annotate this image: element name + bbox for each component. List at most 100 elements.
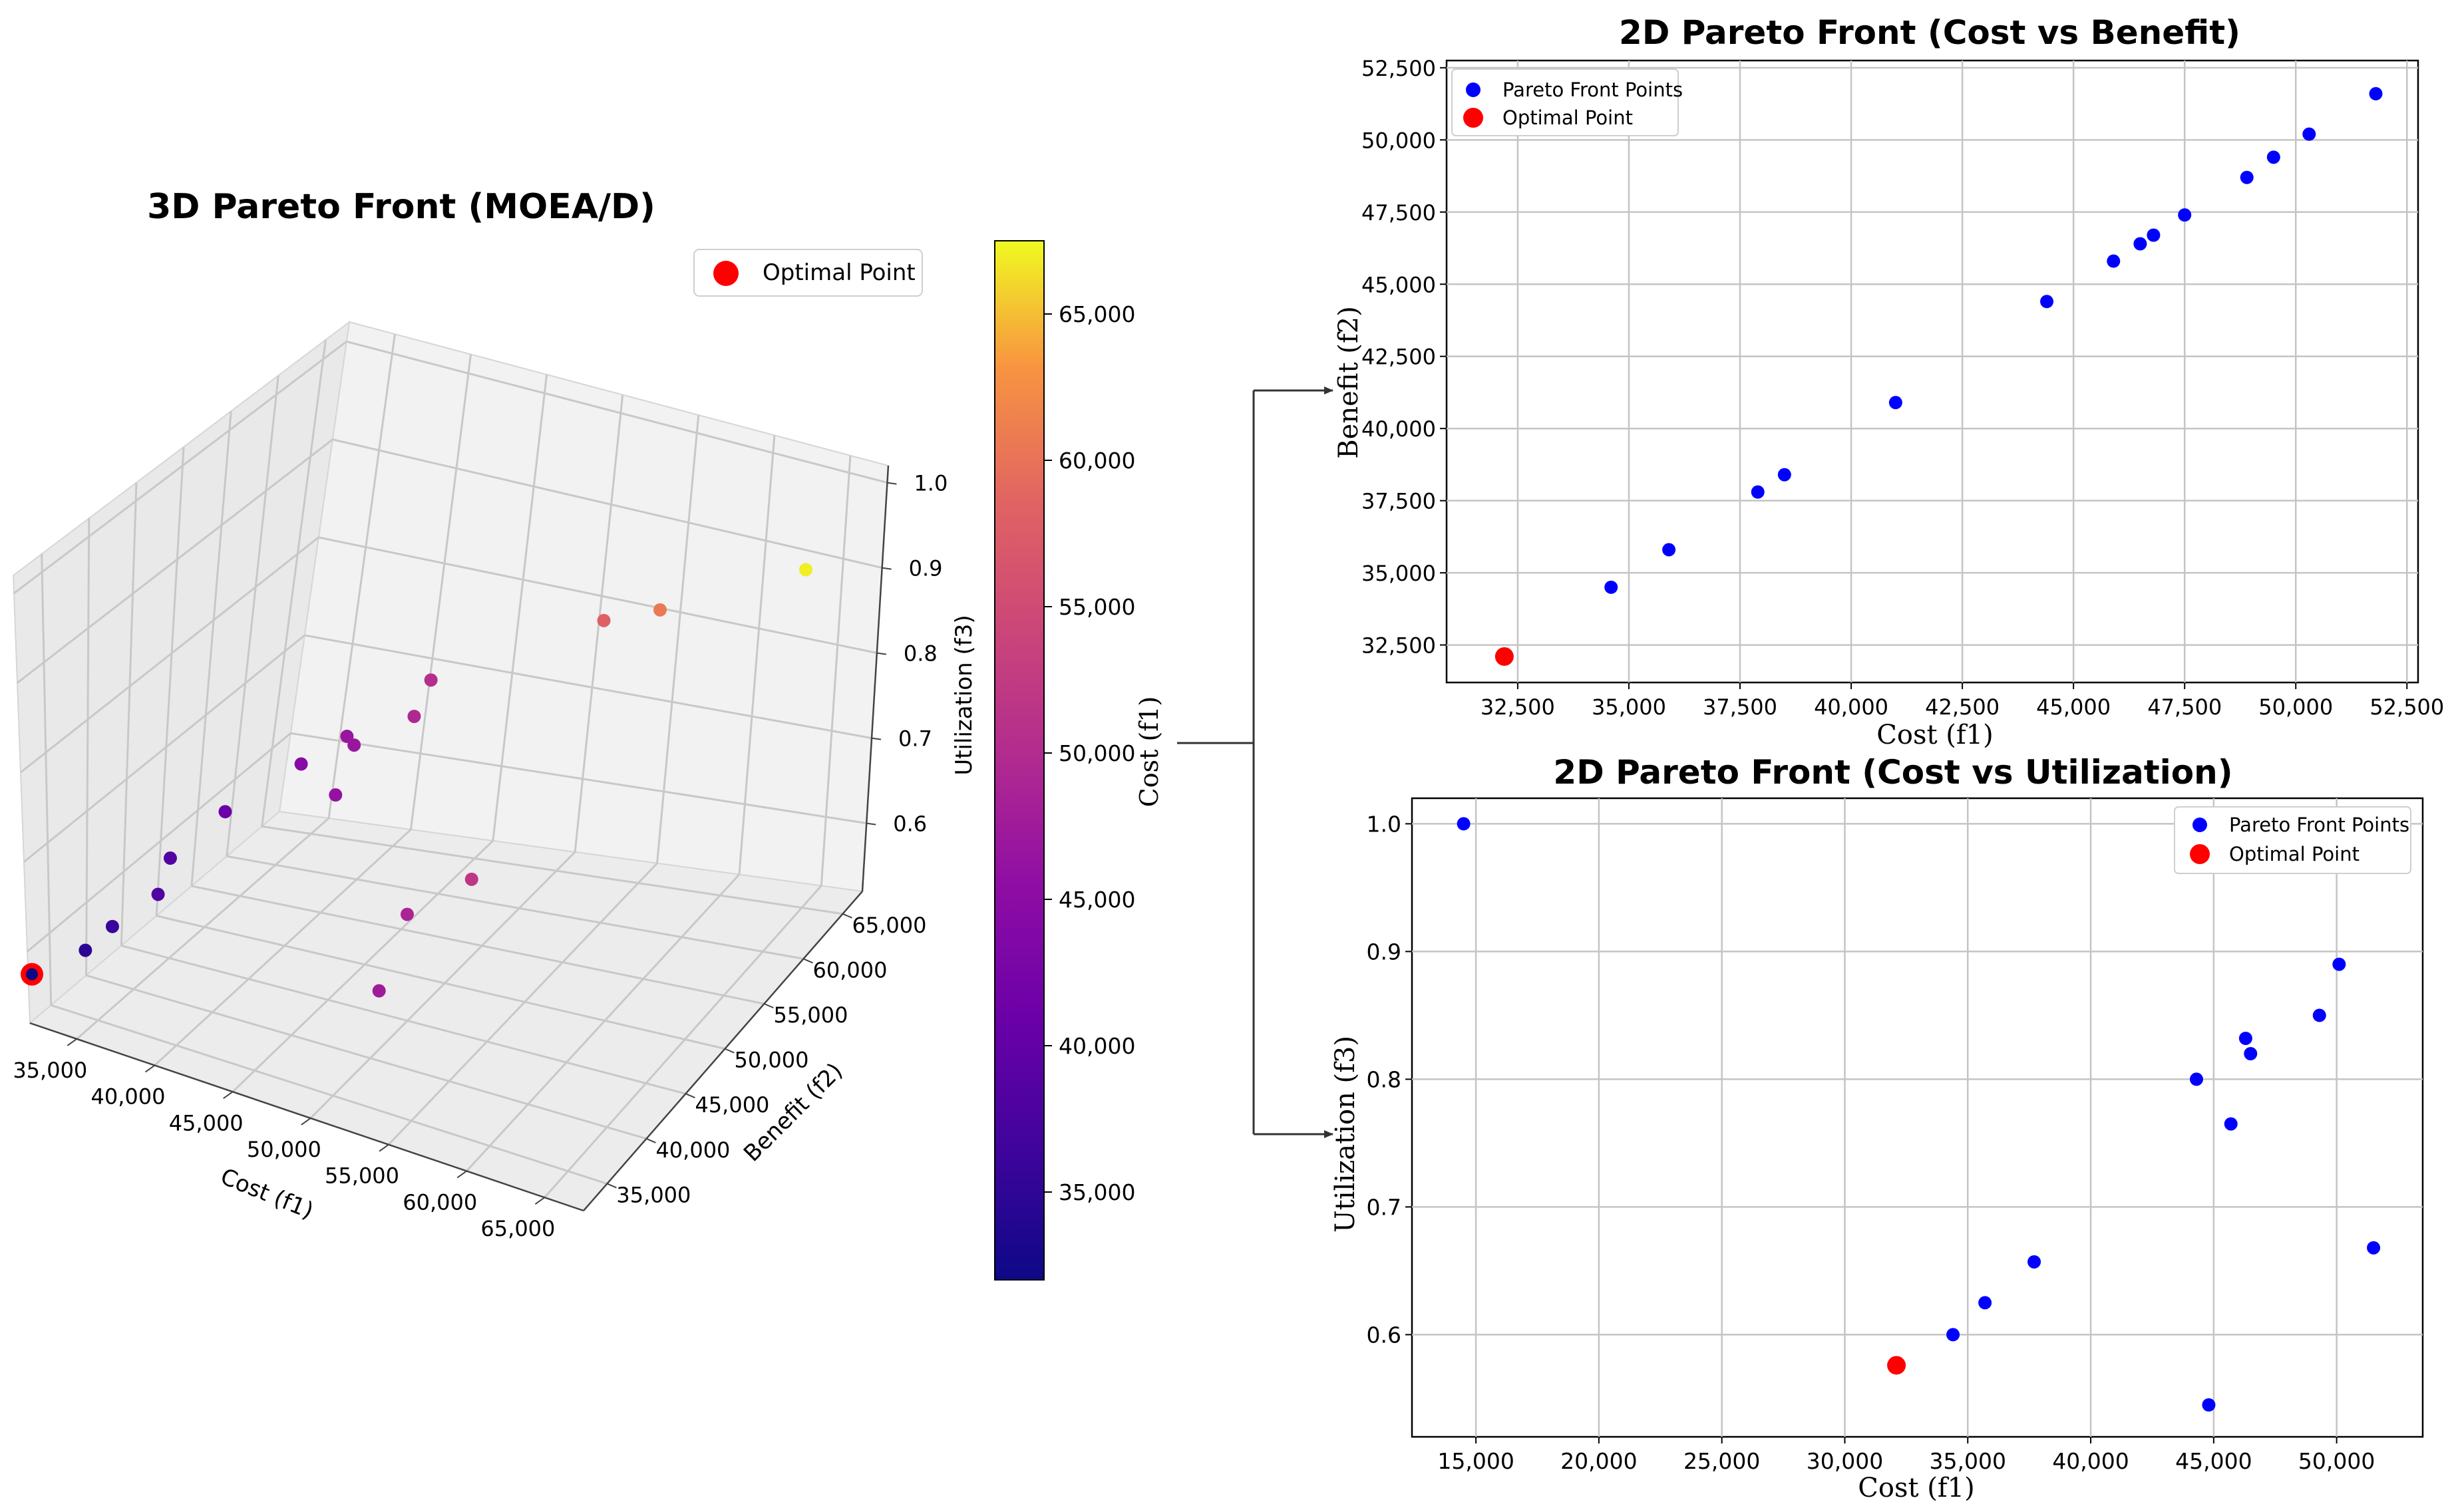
gridline-floor-x xyxy=(387,862,658,1145)
tick-mark-z-3d xyxy=(866,822,876,826)
pareto-point xyxy=(2189,1072,2203,1086)
colorbar-gradient xyxy=(994,240,1045,1281)
axis-line-3d xyxy=(583,891,863,1211)
pareto-point xyxy=(2202,1398,2216,1412)
z-tick-label-3d: 0.7 xyxy=(898,726,932,752)
pareto-point xyxy=(2147,228,2161,242)
y-axis-label-cost-utilization: Utilization (f3) xyxy=(1330,1036,1361,1233)
x-tick-label: 15,000 xyxy=(1437,1448,1514,1474)
connector-arrows xyxy=(1177,386,1333,1138)
colorbar-label: Cost (f1) xyxy=(1135,696,1164,808)
point-3d xyxy=(347,738,361,752)
x-tick-label-3d: 65,000 xyxy=(480,1216,555,1241)
gridline-floor-x xyxy=(76,818,330,1040)
y-tick-label: 0.7 xyxy=(1367,1194,1401,1220)
pareto-point xyxy=(2133,237,2147,251)
pane-back xyxy=(278,321,890,893)
x-tick-label: 40,000 xyxy=(1814,694,1888,720)
ticks-cost-benefit: 32,500 35,000 37,500 40,000 42,500 45,000 47,5… xyxy=(1361,56,2444,720)
tick-mark-y-3d xyxy=(646,1137,656,1143)
x-tick-label: 42,500 xyxy=(1925,694,2000,720)
chart-cost-benefit-title: 2D Pareto Front (Cost vs Benefit) xyxy=(1619,13,2240,52)
point-3d xyxy=(294,757,308,771)
y-tick-label: 52,500 xyxy=(1361,56,1436,81)
pareto-point xyxy=(2332,957,2346,971)
y-tick-label: 37,500 xyxy=(1361,489,1436,514)
x-tick-label: 30,000 xyxy=(1807,1448,1883,1474)
gridline-back-z xyxy=(304,634,872,740)
gridline-back-x xyxy=(492,374,548,841)
legend-optimal-label: Optimal Point xyxy=(763,259,916,286)
pareto-point xyxy=(1457,817,1471,831)
plot-area-cost-benefit xyxy=(1445,59,2419,684)
x-tick-label: 32,500 xyxy=(1481,694,1555,720)
gridline-floor-y xyxy=(226,855,804,960)
legend-3d: Optimal Point xyxy=(693,249,923,297)
point-3d xyxy=(653,603,667,617)
pareto-point xyxy=(1777,468,1791,482)
point-3d xyxy=(597,613,611,627)
tick-mark-x-3d xyxy=(301,1118,311,1126)
gridline-back-x xyxy=(656,414,700,863)
pareto-point xyxy=(2224,1117,2238,1131)
gridline-left-y xyxy=(85,518,90,976)
gridline-left-y xyxy=(226,375,279,857)
legend-optimal-label: Optimal Point xyxy=(2229,843,2360,865)
pareto-point xyxy=(2107,254,2121,268)
pareto-point xyxy=(2238,1031,2252,1045)
y-tick-label-3d: 55,000 xyxy=(773,1002,848,1028)
x-tick-label-3d: 50,000 xyxy=(247,1137,321,1162)
z-tick-label-3d: 0.8 xyxy=(904,641,938,667)
y-tick-label-3d: 65,000 xyxy=(852,913,927,938)
point-3d xyxy=(464,872,478,886)
tick-mark-y-3d xyxy=(842,913,852,919)
x-tick-label: 47,500 xyxy=(2147,694,2222,720)
points-cost-benefit xyxy=(1494,86,2383,666)
gridline-back-x xyxy=(820,455,852,886)
tick-mark-z-3d xyxy=(887,482,897,485)
gridline-left-y xyxy=(41,553,53,1006)
x-tick-label: 50,000 xyxy=(2298,1448,2375,1474)
tick-mark-y-3d xyxy=(725,1048,735,1054)
y-tick-label: 0.9 xyxy=(1367,939,1401,965)
pareto-point xyxy=(1888,396,1902,410)
gridline-floor-y xyxy=(156,915,725,1050)
pareto-point xyxy=(1946,1328,1960,1342)
pareto-point xyxy=(2178,208,2192,222)
point-3d xyxy=(163,851,177,865)
x-tick-label-3d: 55,000 xyxy=(325,1163,399,1189)
legend-pareto-marker xyxy=(1466,82,1481,97)
z-axis-label: Utilization (f3) xyxy=(951,615,977,775)
gridline-left-z xyxy=(17,438,333,684)
x-tick-label: 25,000 xyxy=(1683,1448,1760,1474)
colorbar-tick-label: 65,000 xyxy=(1059,301,1135,327)
point-3d xyxy=(372,984,386,998)
colorbar: 35,000 40,000 45,000 50,000 55,000 60,000 65,0… xyxy=(994,240,1164,1281)
pareto-point xyxy=(2367,1241,2381,1255)
y-tick-label: 42,500 xyxy=(1361,345,1436,370)
pareto-point xyxy=(2302,127,2316,141)
y-tick-label-3d: 35,000 xyxy=(616,1182,691,1207)
legend-optimal-marker xyxy=(2190,844,2210,864)
tick-mark-x-3d xyxy=(223,1091,234,1100)
colorbar-ticks: 35,000 40,000 45,000 50,000 55,000 60,000 65,0… xyxy=(1044,301,1135,1205)
tick-mark-x-3d xyxy=(379,1143,389,1152)
chart-cost-benefit: 2D Pareto Front (Cost vs Benefit) 32,500… xyxy=(1333,13,2444,750)
pareto-point xyxy=(1604,580,1618,594)
ticks-3d: 35,00040,00045,00050,00055,00060,00065,0… xyxy=(13,471,948,1242)
colorbar-tick-label: 45,000 xyxy=(1059,887,1135,913)
y-tick-label: 45,000 xyxy=(1361,272,1436,297)
x-tick-label: 35,000 xyxy=(1930,1448,2006,1474)
gridline-back-x xyxy=(738,435,776,875)
x-tick-label: 45,000 xyxy=(2175,1448,2252,1474)
legend-cost-benefit: Pareto Front Points Optimal Point xyxy=(1451,69,1683,136)
gridline-left-z xyxy=(20,536,319,774)
pareto-point xyxy=(1662,543,1676,557)
y-tick-label-3d: 60,000 xyxy=(812,957,887,983)
grid-cost-benefit xyxy=(1447,61,2418,682)
gridline-floor-y xyxy=(86,974,647,1140)
pareto-point xyxy=(2312,1008,2326,1022)
gridline-left-y xyxy=(155,446,185,916)
x-tick-label: 35,000 xyxy=(1592,694,1666,720)
gridline-floor-y xyxy=(191,885,765,1005)
